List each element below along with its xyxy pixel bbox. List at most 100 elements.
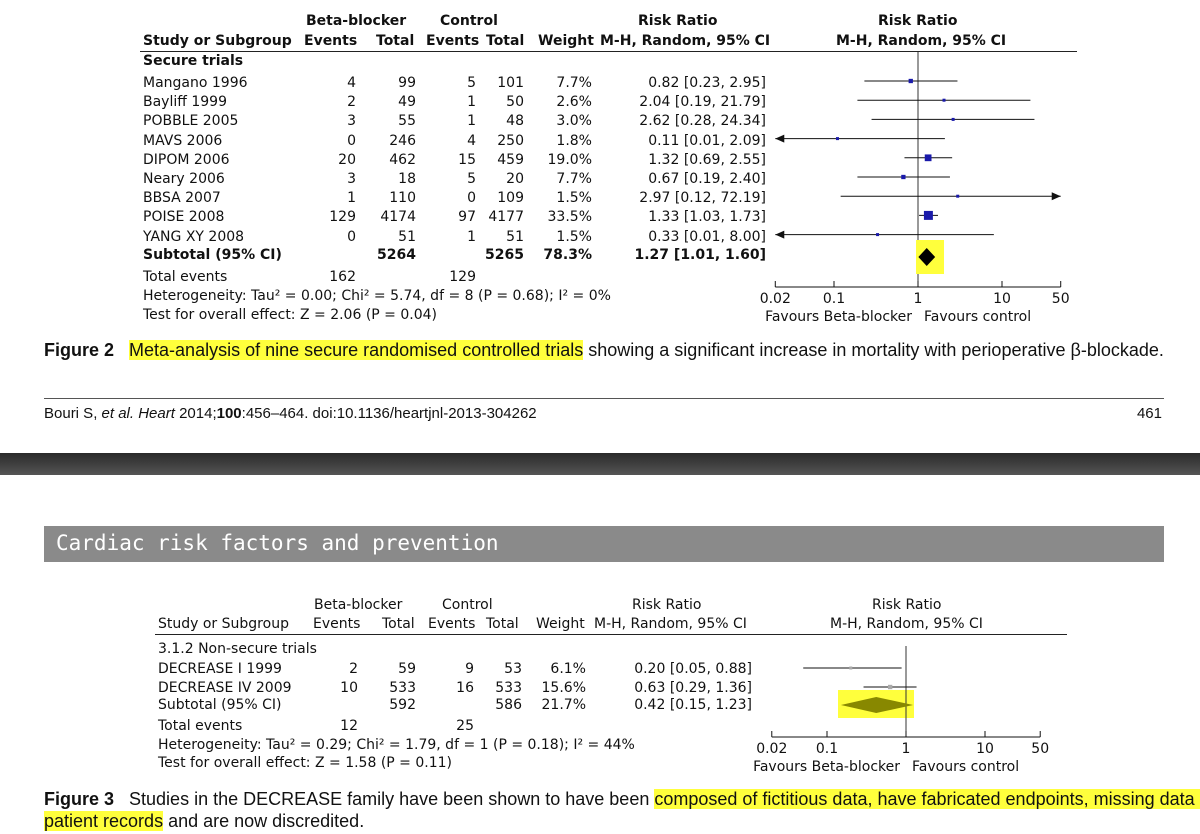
fig3-subtotal-rr: 0.42 [0.15, 1.23] bbox=[634, 697, 752, 713]
fig2-ci-arrow-right bbox=[1051, 192, 1061, 201]
fig3-col-study: Study or Subgroup bbox=[158, 616, 289, 632]
fig2-ctrl-total: 50 bbox=[506, 94, 524, 111]
fig3-col-ctrl-total: Total bbox=[486, 616, 519, 632]
fig3-overall-effect: Test for overall effect: Z = 1.58 (P = 0… bbox=[158, 755, 452, 771]
fig2-bb-events: 2 bbox=[347, 94, 356, 111]
fig2-ctrl-total: 109 bbox=[497, 190, 524, 207]
fig2-x-tick-label: 50 bbox=[1052, 291, 1070, 307]
fig2-overall-effect: Test for overall effect: Z = 2.06 (P = 0… bbox=[143, 307, 437, 323]
fig2-rrplot-group-header: Risk Ratio bbox=[878, 13, 958, 29]
fig2-point-estimate bbox=[942, 98, 946, 102]
fig2-study-name: POISE 2008 bbox=[143, 209, 225, 226]
fig2-risk-ratio: 1.32 [0.69, 2.55] bbox=[648, 151, 766, 168]
fig2-study-name: MAVS 2006 bbox=[143, 132, 223, 149]
fig2-point-estimate bbox=[876, 233, 880, 237]
fig2-ctrl-events: 5 bbox=[467, 75, 476, 91]
fig3-bb-total: 59 bbox=[398, 661, 416, 677]
fig3-subtotal-bb-total: 592 bbox=[389, 697, 416, 713]
fig2-caption-rest: showing a significant increase in mortal… bbox=[583, 340, 1164, 360]
fig2-risk-ratio: 0.33 [0.01, 8.00] bbox=[648, 228, 766, 245]
fig3-col-rr: M-H, Random, 95% CI bbox=[594, 616, 747, 632]
fig2-weight: 19.0% bbox=[547, 151, 592, 168]
fig2-header-rule bbox=[140, 51, 1077, 52]
fig3-total-events-ctrl: 25 bbox=[456, 718, 474, 734]
fig2-subtotal-bb-total: 5264 bbox=[377, 247, 416, 263]
fig3-caption-rest: and are now discredited. bbox=[163, 811, 365, 831]
fig3-weight: 15.6% bbox=[541, 680, 586, 696]
fig3-heterogeneity: Heterogeneity: Tau² = 0.29; Chi² = 1.79,… bbox=[158, 737, 635, 753]
fig3-subtotal-ctrl-total: 586 bbox=[495, 697, 522, 713]
fig2-bb-total: 462 bbox=[389, 151, 416, 168]
fig2-col-rrplot: M-H, Random, 95% CI bbox=[836, 33, 1007, 49]
fig2-weight: 2.6% bbox=[556, 94, 592, 111]
fig2-bb-events: 3 bbox=[347, 113, 356, 130]
footer-year: 2014; bbox=[174, 405, 217, 422]
fig2-study-name: Mangano 1996 bbox=[143, 75, 248, 91]
fig3-risk-ratio: 0.63 [0.29, 1.36] bbox=[634, 680, 752, 696]
fig2-ctrl-total: 459 bbox=[497, 151, 524, 168]
fig3-caption-plain: Studies in the DECREASE family have been… bbox=[129, 789, 655, 809]
fig3-x-tick-label: 10 bbox=[976, 741, 994, 757]
fig3-section-label: 3.1.2 Non-secure trials bbox=[158, 641, 317, 657]
fig2-subtotal-diamond bbox=[918, 248, 936, 266]
fig2-ctrl-events: 15 bbox=[458, 151, 476, 168]
footer-citation: Bouri S, et al. Heart 2014;100:456–464. … bbox=[44, 405, 537, 422]
fig2-ctrl-group-header: Control bbox=[440, 13, 498, 29]
fig2-weight: 7.7% bbox=[556, 171, 592, 187]
fig2-point-estimate bbox=[923, 210, 933, 220]
section-banner-title: Cardiac risk factors and prevention bbox=[56, 531, 499, 555]
fig2-point-estimate bbox=[956, 194, 960, 198]
fig2-col-bb-events: Events bbox=[304, 33, 358, 49]
fig2-bb-events: 1 bbox=[347, 190, 356, 207]
fig2-risk-ratio: 2.04 [0.19, 21.79] bbox=[639, 94, 766, 111]
fig2-point-estimate bbox=[901, 174, 906, 180]
fig3-ctrl-events: 9 bbox=[465, 661, 474, 677]
fig2-weight: 1.5% bbox=[556, 228, 592, 245]
fig2-ctrl-total: 51 bbox=[506, 228, 524, 245]
fig2-ci-arrow-left bbox=[775, 134, 785, 143]
fig2-total-events-ctrl: 129 bbox=[449, 269, 476, 285]
fig2-ci-arrow-left bbox=[775, 230, 785, 239]
fig3-ctrl-group-header: Control bbox=[442, 597, 493, 613]
fig3-col-weight: Weight bbox=[536, 616, 585, 632]
fig2-ctrl-total: 48 bbox=[506, 113, 524, 130]
fig3-total-events-bb: 12 bbox=[340, 718, 358, 734]
fig3-col-ctrl-events: Events bbox=[428, 616, 476, 632]
fig3-x-tick-label: 50 bbox=[1031, 741, 1049, 757]
fig2-bb-events: 3 bbox=[347, 171, 356, 187]
fig3-favours-right: Favours control bbox=[912, 759, 1019, 775]
fig2-ctrl-events: 97 bbox=[458, 209, 476, 226]
fig2-point-estimate bbox=[835, 137, 839, 141]
fig2-weight: 3.0% bbox=[556, 113, 592, 130]
fig2-study-name: DIPOM 2006 bbox=[143, 151, 230, 168]
fig2-study-name: Bayliff 1999 bbox=[143, 94, 227, 111]
fig2-weight: 7.7% bbox=[556, 75, 592, 91]
fig3-study-name: DECREASE I 1999 bbox=[158, 661, 282, 677]
fig2-ctrl-total: 4177 bbox=[488, 209, 524, 226]
fig2-ctrl-events: 4 bbox=[467, 132, 476, 149]
section-banner: Cardiac risk factors and prevention bbox=[44, 526, 1164, 562]
fig2-heterogeneity: Heterogeneity: Tau² = 0.00; Chi² = 5.74,… bbox=[143, 288, 611, 304]
fig3-ctrl-events: 16 bbox=[456, 680, 474, 696]
fig3-weight: 6.1% bbox=[550, 661, 586, 677]
fig3-favours-left: Favours Beta-blocker bbox=[753, 759, 900, 775]
fig3-study-name: DECREASE IV 2009 bbox=[158, 680, 292, 696]
fig2-ctrl-events: 1 bbox=[467, 113, 476, 130]
fig3-col-bb-total: Total bbox=[382, 616, 415, 632]
fig3-subtotal-weight: 21.7% bbox=[541, 697, 586, 713]
fig2-subtotal-diamond-layer bbox=[918, 248, 936, 266]
fig2-bb-total: 110 bbox=[389, 190, 416, 207]
fig2-subtotal-label: Subtotal (95% CI) bbox=[143, 247, 282, 263]
fig2-section-label: Secure trials bbox=[143, 53, 244, 69]
fig3-total-events-label: Total events bbox=[158, 718, 243, 734]
fig3-x-tick-label: 0.02 bbox=[756, 741, 787, 757]
fig2-caption-label: Figure 2 bbox=[44, 340, 115, 360]
fig2-risk-ratio: 1.33 [1.03, 1.73] bbox=[648, 209, 766, 226]
fig2-risk-ratio: 2.97 [0.12, 72.19] bbox=[639, 190, 766, 207]
fig2-bb-events: 129 bbox=[329, 209, 356, 226]
fig2-study-name: Neary 2006 bbox=[143, 171, 225, 187]
fig2-study-name: BBSA 2007 bbox=[143, 190, 221, 207]
fig3-x-tick-label: 0.1 bbox=[816, 741, 838, 757]
footer-volume: 100 bbox=[216, 405, 242, 422]
fig2-point-estimate bbox=[908, 78, 913, 84]
